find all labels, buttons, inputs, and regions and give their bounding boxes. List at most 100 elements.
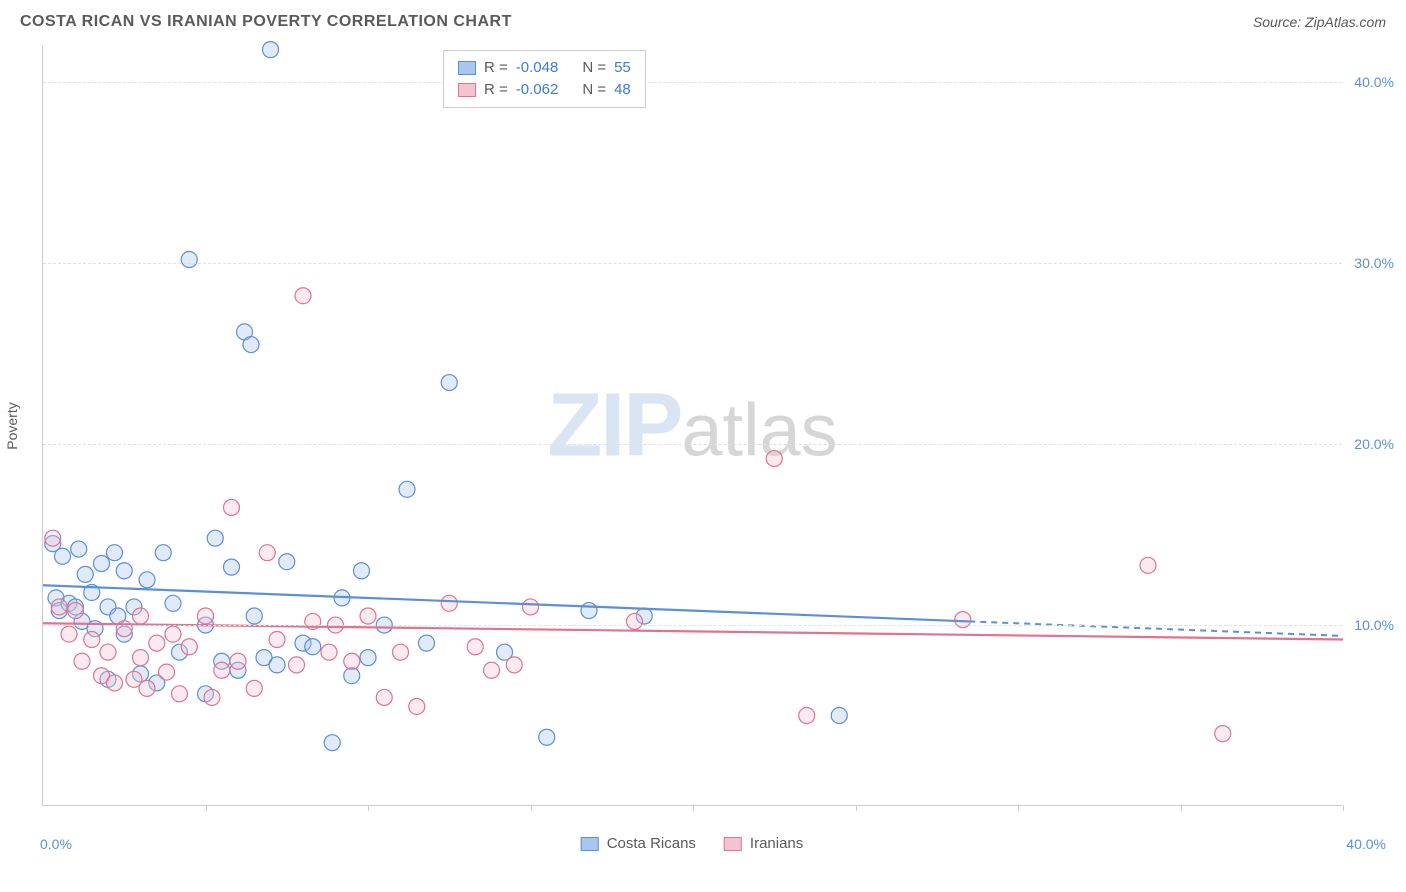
scatter-point bbox=[581, 603, 597, 619]
r-label: R = bbox=[484, 79, 508, 101]
scatter-point bbox=[409, 698, 425, 714]
gridline bbox=[43, 625, 1342, 626]
legend-swatch bbox=[458, 83, 476, 97]
regression-line-dashed bbox=[969, 621, 1343, 635]
scatter-point bbox=[467, 639, 483, 655]
scatter-point bbox=[441, 595, 457, 611]
scatter-point bbox=[204, 689, 220, 705]
legend-row: R = -0.048 N = 55 bbox=[458, 57, 631, 79]
legend-label: Costa Ricans bbox=[607, 835, 696, 852]
plot-area: ZIPatlas 10.0%20.0%30.0%40.0% R =-0.048N… bbox=[42, 46, 1342, 806]
scatter-point bbox=[100, 644, 116, 660]
y-tick-label: 30.0% bbox=[1346, 255, 1394, 271]
scatter-point bbox=[165, 626, 181, 642]
scatter-point bbox=[207, 530, 223, 546]
scatter-point bbox=[51, 599, 67, 615]
source-attribution: Source: ZipAtlas.com bbox=[1253, 14, 1386, 30]
scatter-point bbox=[68, 603, 84, 619]
scatter-point bbox=[116, 563, 132, 579]
legend-swatch bbox=[458, 61, 476, 75]
scatter-point bbox=[344, 668, 360, 684]
r-label: R = bbox=[484, 57, 508, 79]
gridline bbox=[43, 444, 1342, 445]
scatter-svg bbox=[43, 46, 1343, 806]
scatter-point bbox=[831, 708, 847, 724]
y-axis-title: Poverty bbox=[4, 402, 20, 449]
scatter-point bbox=[269, 632, 285, 648]
scatter-point bbox=[155, 545, 171, 561]
r-value: -0.048 bbox=[516, 57, 559, 79]
scatter-point bbox=[243, 337, 259, 353]
y-tick-label: 40.0% bbox=[1346, 74, 1394, 90]
scatter-point bbox=[71, 541, 87, 557]
x-tick bbox=[1018, 805, 1019, 811]
scatter-point bbox=[214, 662, 230, 678]
scatter-point bbox=[77, 566, 93, 582]
x-tick bbox=[856, 805, 857, 811]
correlation-legend: R = -0.048 N = 55 R = -0.062 N = 48 bbox=[443, 50, 646, 108]
scatter-point bbox=[1215, 726, 1231, 742]
scatter-point bbox=[198, 608, 214, 624]
scatter-point bbox=[321, 644, 337, 660]
scatter-point bbox=[484, 662, 500, 678]
scatter-point bbox=[224, 499, 240, 515]
gridline bbox=[43, 82, 1342, 83]
scatter-point bbox=[799, 708, 815, 724]
scatter-point bbox=[84, 632, 100, 648]
scatter-point bbox=[181, 639, 197, 655]
scatter-point bbox=[766, 451, 782, 467]
scatter-point bbox=[107, 675, 123, 691]
legend-swatch bbox=[724, 837, 742, 851]
scatter-point bbox=[45, 530, 61, 546]
scatter-point bbox=[1140, 557, 1156, 573]
y-tick-label: 10.0% bbox=[1346, 617, 1394, 633]
n-label: N = bbox=[582, 79, 606, 101]
scatter-point bbox=[259, 545, 275, 561]
scatter-point bbox=[165, 595, 181, 611]
x-tick bbox=[1181, 805, 1182, 811]
scatter-point bbox=[354, 563, 370, 579]
r-value: -0.062 bbox=[516, 79, 559, 101]
chart-container: Poverty ZIPatlas 10.0%20.0%30.0%40.0% R … bbox=[42, 46, 1342, 806]
scatter-point bbox=[376, 689, 392, 705]
series-legend: Costa Ricans Iranians bbox=[581, 835, 804, 852]
scatter-point bbox=[139, 680, 155, 696]
legend-swatch bbox=[581, 837, 599, 851]
legend-item: Costa Ricans bbox=[581, 835, 696, 852]
x-axis-max-label: 40.0% bbox=[1346, 836, 1386, 852]
regression-line bbox=[43, 585, 969, 621]
scatter-point bbox=[441, 375, 457, 391]
scatter-point bbox=[269, 657, 285, 673]
scatter-point bbox=[344, 653, 360, 669]
n-value: 48 bbox=[614, 79, 631, 101]
scatter-point bbox=[94, 556, 110, 572]
scatter-point bbox=[305, 639, 321, 655]
scatter-point bbox=[399, 481, 415, 497]
scatter-point bbox=[263, 42, 279, 58]
scatter-point bbox=[149, 635, 165, 651]
scatter-point bbox=[74, 653, 90, 669]
legend-item: Iranians bbox=[724, 835, 803, 852]
x-tick bbox=[368, 805, 369, 811]
x-axis-min-label: 0.0% bbox=[40, 836, 72, 852]
scatter-point bbox=[246, 680, 262, 696]
gridline bbox=[43, 263, 1342, 264]
x-tick bbox=[1343, 805, 1344, 811]
scatter-point bbox=[133, 608, 149, 624]
n-label: N = bbox=[582, 57, 606, 79]
y-tick-label: 20.0% bbox=[1346, 436, 1394, 452]
x-tick bbox=[693, 805, 694, 811]
scatter-point bbox=[539, 729, 555, 745]
scatter-point bbox=[279, 554, 295, 570]
scatter-point bbox=[419, 635, 435, 651]
scatter-point bbox=[289, 657, 305, 673]
scatter-point bbox=[159, 664, 175, 680]
scatter-point bbox=[55, 548, 71, 564]
legend-label: Iranians bbox=[750, 835, 803, 852]
scatter-point bbox=[61, 626, 77, 642]
scatter-point bbox=[506, 657, 522, 673]
scatter-point bbox=[324, 735, 340, 751]
n-value: 55 bbox=[614, 57, 631, 79]
scatter-point bbox=[181, 252, 197, 268]
scatter-point bbox=[523, 599, 539, 615]
